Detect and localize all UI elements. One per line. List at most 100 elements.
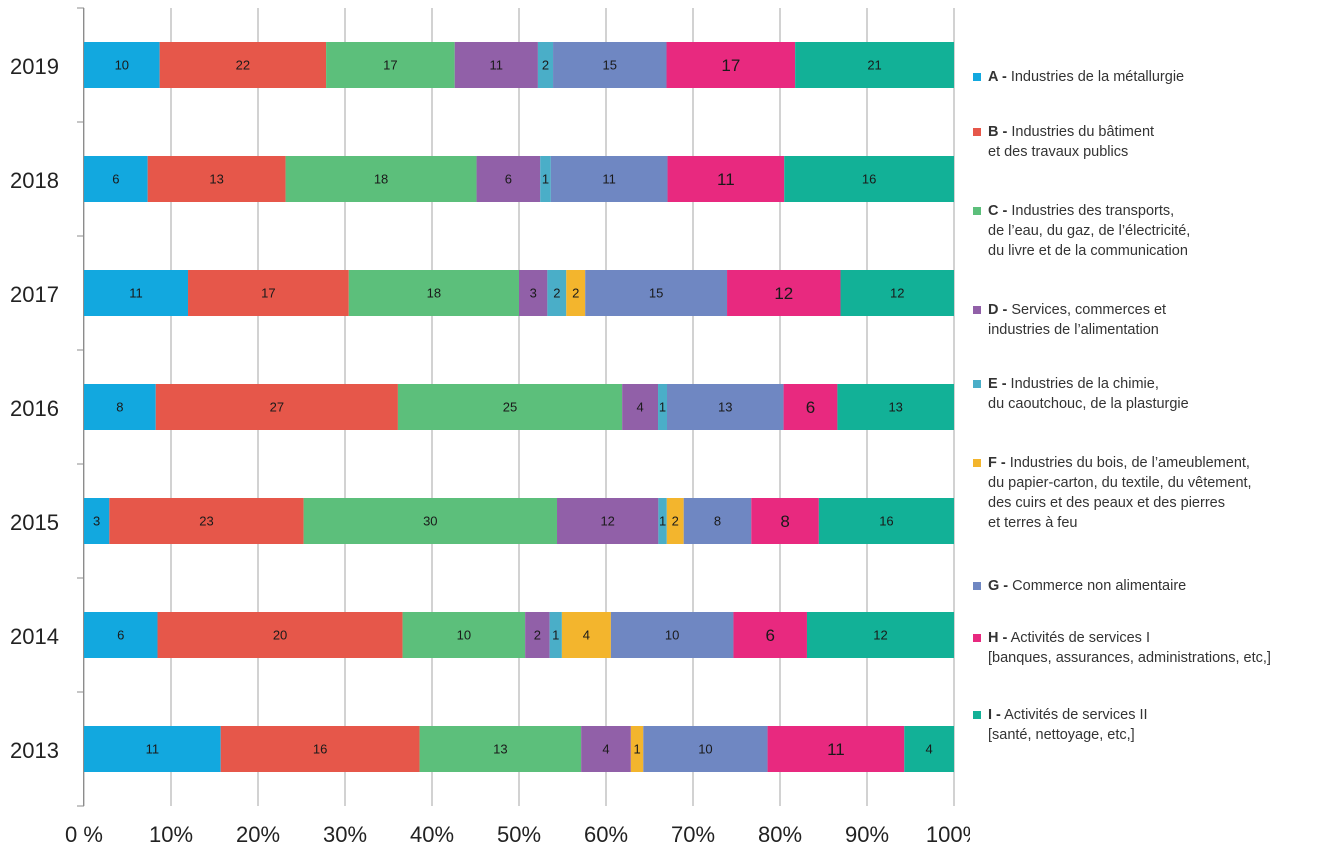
data-label: 18 xyxy=(374,172,388,187)
legend-label-line: [banques, assurances, administrations, e… xyxy=(988,650,1271,666)
legend-label-line: H - Activités de services I xyxy=(988,630,1150,646)
bar-segment xyxy=(84,726,221,772)
legend-label-line: industries de l’alimentation xyxy=(988,322,1159,338)
data-label: 15 xyxy=(603,58,617,73)
legend-label: H - Activités de services I [banques, ass… xyxy=(988,628,1271,668)
x-tick-label: 70% xyxy=(671,822,715,847)
legend-label: D - Services, commerces et industries de … xyxy=(988,300,1166,340)
legend-label-line: C - Industries des transports, xyxy=(988,203,1175,219)
legend-label-line: et des travaux publics xyxy=(988,144,1129,160)
bar-segment xyxy=(525,612,550,658)
legend-code: E - xyxy=(988,376,1007,392)
legend-item: F - Industries du bois, de l’ameublement… xyxy=(973,453,1252,533)
bar-segment xyxy=(155,384,398,430)
data-label: 16 xyxy=(862,172,876,187)
data-label: 2 xyxy=(672,514,679,529)
legend-swatch xyxy=(973,582,981,590)
bar-segment xyxy=(109,498,304,544)
data-label: 12 xyxy=(873,628,887,643)
data-label: 12 xyxy=(774,284,793,303)
data-label: 13 xyxy=(718,400,732,415)
bar-segment xyxy=(767,726,905,772)
data-label: 10 xyxy=(457,628,471,643)
legend-code: H - xyxy=(988,630,1008,646)
x-tick-label: 80% xyxy=(758,822,802,847)
bar-segment xyxy=(784,156,954,202)
bar-segment xyxy=(610,612,734,658)
bar-segment xyxy=(581,726,631,772)
legend-label-line: du papier-carton, du textile, du vêtemen… xyxy=(988,475,1252,491)
bar-segment xyxy=(84,612,158,658)
bar-segment xyxy=(667,156,785,202)
legend-swatch xyxy=(973,306,981,314)
data-label: 13 xyxy=(493,742,507,757)
bar-segment xyxy=(348,270,519,316)
data-label: 20 xyxy=(273,628,287,643)
legend-item: C - Industries des transports, de l’eau, … xyxy=(973,201,1190,261)
bar-segment xyxy=(585,270,728,316)
legend-label: I - Activités de services II [santé, nett… xyxy=(988,705,1148,745)
legend-code: A - xyxy=(988,69,1007,85)
legend-item: A - Industries de la métallurgie xyxy=(973,67,1184,87)
legend-code: D - xyxy=(988,302,1008,318)
data-label: 8 xyxy=(780,512,789,531)
data-label: 11 xyxy=(602,172,616,187)
bar-segment xyxy=(147,156,286,202)
data-label: 1 xyxy=(659,514,666,529)
bar-segment xyxy=(303,498,558,544)
bar-segment xyxy=(643,726,768,772)
legend-label-line: et terres à feu xyxy=(988,515,1078,531)
bar-segment xyxy=(840,270,954,316)
data-label: 1 xyxy=(633,742,640,757)
data-label: 2 xyxy=(542,58,549,73)
data-label: 11 xyxy=(717,170,735,189)
legend-item: G - Commerce non alimentaire xyxy=(973,576,1186,596)
bar-segment xyxy=(658,498,667,544)
data-label: 3 xyxy=(93,514,100,529)
x-tick-label: 40% xyxy=(410,822,454,847)
data-label: 4 xyxy=(926,742,933,757)
bar-segment xyxy=(683,498,752,544)
data-label: 11 xyxy=(129,286,143,301)
bar-segment xyxy=(727,270,841,316)
x-tick-label: 50% xyxy=(497,822,541,847)
legend-label: C - Industries des transports, de l’eau, … xyxy=(988,201,1190,261)
bar-segment xyxy=(519,270,548,316)
legend-code: F - xyxy=(988,455,1006,471)
bar-segment xyxy=(159,42,327,88)
bar-segment xyxy=(837,384,954,430)
y-tick-label: 2018 xyxy=(10,168,59,193)
data-label: 6 xyxy=(806,398,815,417)
data-label: 25 xyxy=(503,400,517,415)
data-label: 1 xyxy=(552,628,559,643)
data-label: 3 xyxy=(530,286,537,301)
legend-code: I - xyxy=(988,707,1001,723)
legend-label-line: A - Industries de la métallurgie xyxy=(988,69,1185,85)
legend-swatch xyxy=(973,711,981,719)
bar-segment xyxy=(666,384,784,430)
bar-segment xyxy=(666,42,796,88)
bar-segment xyxy=(285,156,477,202)
bar-segment xyxy=(553,42,667,88)
bar-segment xyxy=(806,612,954,658)
data-label: 11 xyxy=(490,58,504,73)
legend-label-line: G - Commerce non alimentaire xyxy=(988,578,1187,594)
legend-swatch xyxy=(973,380,981,388)
data-label: 17 xyxy=(261,286,275,301)
bar-segment xyxy=(630,726,644,772)
data-label: 30 xyxy=(423,514,437,529)
bar-segment xyxy=(547,270,567,316)
data-label: 8 xyxy=(714,514,721,529)
bar-segment xyxy=(549,612,562,658)
legend-code: G - xyxy=(988,578,1009,594)
legend-item: B - Industries du bâtiment et des travaux… xyxy=(973,122,1154,162)
data-label: 2 xyxy=(572,286,579,301)
bar-segment xyxy=(818,498,954,544)
legend-label: A - Industries de la métallurgie xyxy=(988,67,1184,87)
bar-segment xyxy=(397,384,623,430)
data-label: 27 xyxy=(270,400,284,415)
bar-segment xyxy=(795,42,954,88)
legend-label-line: D - Services, commerces et xyxy=(988,302,1167,318)
